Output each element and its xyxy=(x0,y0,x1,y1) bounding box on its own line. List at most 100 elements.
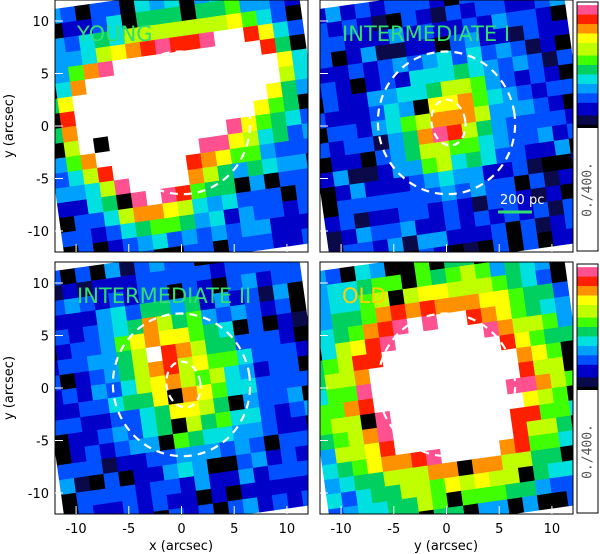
colorbar-segment xyxy=(577,36,598,41)
heatmap-cell xyxy=(67,64,86,83)
heatmap-cell xyxy=(509,144,528,163)
heatmap-cell xyxy=(55,343,73,361)
heatmap-cell xyxy=(535,111,553,129)
heatmap-cell xyxy=(459,107,477,125)
colorbar-segment xyxy=(577,58,598,63)
heatmap-cell xyxy=(408,69,427,87)
heatmap-cell xyxy=(221,350,240,368)
heatmap-cell xyxy=(427,463,445,481)
heatmap-cell xyxy=(526,52,545,70)
heatmap-cell xyxy=(288,400,307,419)
heatmap-cell xyxy=(404,301,422,320)
heatmap-cell xyxy=(548,0,566,8)
heatmap-cell xyxy=(503,467,521,486)
heatmap-cell xyxy=(139,144,157,163)
heatmap-cell xyxy=(412,360,431,378)
heatmap-cell xyxy=(476,276,494,295)
heatmap-cell xyxy=(301,383,308,402)
heatmap-cell xyxy=(545,446,563,465)
heatmap-cell xyxy=(554,295,572,314)
heatmap-cell xyxy=(395,190,414,209)
heatmap-cell xyxy=(541,417,559,435)
heatmap-cell xyxy=(226,12,244,31)
heatmap-cell xyxy=(238,205,256,224)
heatmap-cell xyxy=(82,62,101,81)
heatmap-cell xyxy=(463,293,481,311)
heatmap-cell xyxy=(284,109,303,127)
heatmap-cell xyxy=(114,73,132,91)
colorbar-segment xyxy=(577,364,598,369)
heatmap-cell xyxy=(463,398,481,416)
heatmap-cell xyxy=(303,398,308,416)
heatmap-cell xyxy=(377,58,395,77)
heatmap-cell xyxy=(385,12,404,30)
heatmap-cell xyxy=(122,27,141,45)
heatmap-cell xyxy=(558,430,573,448)
heatmap-cell xyxy=(223,364,242,383)
heatmap-cell xyxy=(236,453,254,471)
heatmap-cell xyxy=(183,505,201,514)
colorbar-segment xyxy=(577,74,598,79)
heatmap-cell xyxy=(345,310,363,328)
heatmap-cell xyxy=(193,474,212,492)
heatmap-cell xyxy=(90,226,108,244)
heatmap-cell xyxy=(253,262,271,274)
heatmap-cell xyxy=(419,37,437,56)
panel-intermediate1: INTERMEDIATE I xyxy=(319,0,574,253)
heatmap-cell xyxy=(154,37,172,56)
heatmap-cell xyxy=(469,442,487,460)
heatmap-cell xyxy=(65,155,83,173)
heatmap-cell xyxy=(34,302,51,319)
heatmap-cell xyxy=(177,356,195,374)
heatmap-cell xyxy=(408,331,427,349)
heatmap-cell xyxy=(410,345,429,364)
heatmap-cell xyxy=(187,167,206,186)
heatmap-cell xyxy=(355,488,373,506)
heatmap-cell xyxy=(55,98,60,116)
heatmap-cell xyxy=(501,453,519,471)
colorbar-segment xyxy=(577,121,598,126)
heatmap-cell xyxy=(438,327,456,345)
heatmap-cell xyxy=(446,280,465,299)
heatmap-cell xyxy=(490,379,509,397)
heatmap-cell xyxy=(149,375,168,393)
heatmap-cell xyxy=(195,226,214,245)
heatmap-cell xyxy=(59,111,77,129)
heatmap-cell xyxy=(351,354,370,372)
heatmap-cell xyxy=(261,52,280,70)
heatmap-cell xyxy=(366,352,384,370)
colorbar-label: 0./400. xyxy=(581,162,596,217)
heatmap-cell xyxy=(187,325,206,343)
x-tick-label: 10 xyxy=(544,522,561,537)
heatmap-cell xyxy=(414,375,433,393)
heatmap-cell xyxy=(387,237,405,252)
heatmap-cell xyxy=(200,151,218,169)
heatmap-cell xyxy=(282,199,300,217)
heatmap-cell xyxy=(74,108,92,127)
heatmap-cell xyxy=(55,360,60,378)
heatmap-cell xyxy=(246,421,265,439)
heatmap-cell xyxy=(551,386,570,404)
heatmap-cell xyxy=(55,171,71,190)
heatmap-cell xyxy=(360,308,378,326)
heatmap-cell xyxy=(362,60,380,79)
colorbar-segment xyxy=(577,49,598,53)
heatmap-cell xyxy=(467,322,486,341)
heatmap-cell xyxy=(429,478,447,496)
heatmap-cell xyxy=(552,281,570,299)
heatmap-cell xyxy=(169,297,187,316)
heatmap-cell xyxy=(484,73,502,91)
heatmap-cell xyxy=(385,274,404,292)
heatmap-cell xyxy=(560,182,573,201)
heatmap-cell xyxy=(208,105,227,123)
heatmap-cell xyxy=(164,216,182,234)
heatmap-cell xyxy=(385,117,403,135)
heatmap-cell xyxy=(402,25,420,43)
heatmap-cell xyxy=(227,499,245,514)
heatmap-cell xyxy=(221,88,240,106)
heatmap-cell xyxy=(141,316,160,334)
heatmap-cell xyxy=(80,153,98,171)
heatmap-cell xyxy=(555,415,573,433)
heatmap-cell xyxy=(320,314,334,332)
colorbar-segment xyxy=(577,361,598,366)
